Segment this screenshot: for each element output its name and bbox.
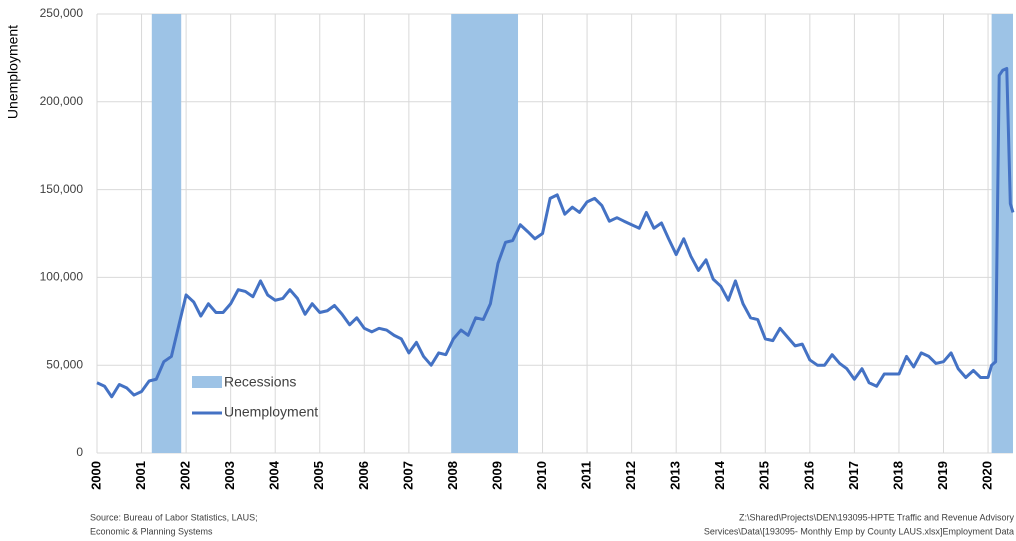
x-tick-label: 2003 — [222, 461, 237, 490]
file-note: Z:\Shared\Projects\DEN\193095-HPTE Traff… — [739, 512, 1014, 522]
x-tick-label: 2000 — [88, 461, 103, 490]
y-tick-label: 50,000 — [46, 357, 83, 371]
x-tick-label: 2019 — [935, 461, 950, 490]
x-tick-label: 2017 — [846, 461, 861, 490]
y-tick-label: 200,000 — [40, 94, 84, 108]
y-axis-label: Unemployment — [5, 25, 21, 119]
x-tick-label: 2002 — [178, 461, 193, 490]
y-tick-label: 100,000 — [40, 270, 84, 284]
recession-band — [151, 14, 182, 453]
unemployment-line — [96, 66, 1015, 399]
x-tick-label: 2015 — [757, 461, 772, 490]
x-tick-label: 2010 — [534, 461, 549, 490]
recession-band — [451, 14, 519, 453]
source-note: Source: Bureau of Labor Statistics, LAUS… — [90, 512, 258, 522]
x-tick-label: 2001 — [133, 461, 148, 490]
x-tick-label: 2012 — [623, 461, 638, 490]
x-tick-label: 2009 — [489, 461, 504, 490]
recession-band — [991, 14, 1013, 453]
legend-label: Recessions — [224, 374, 296, 390]
x-tick-label: 2004 — [267, 460, 282, 490]
y-tick-label: 150,000 — [40, 182, 84, 196]
file-note: Services\Data\[193095- Monthly Emp by Co… — [704, 526, 1014, 536]
source-note: Economic & Planning Systems — [90, 526, 213, 536]
y-tick-label: 250,000 — [40, 6, 84, 20]
x-tick-label: 2008 — [445, 461, 460, 490]
x-tick-label: 2007 — [400, 461, 415, 490]
x-tick-label: 2011 — [579, 461, 594, 489]
y-tick-label: 0 — [76, 445, 83, 459]
x-tick-label: 2020 — [979, 461, 994, 490]
legend-swatch — [192, 376, 222, 388]
x-tick-label: 2005 — [311, 461, 326, 490]
x-tick-label: 2013 — [668, 461, 683, 490]
x-tick-label: 2016 — [801, 461, 816, 490]
x-tick-label: 2006 — [356, 461, 371, 490]
x-tick-label: 2018 — [890, 461, 905, 490]
x-tick-label: 2014 — [712, 460, 727, 490]
legend-label: Unemployment — [224, 404, 318, 420]
